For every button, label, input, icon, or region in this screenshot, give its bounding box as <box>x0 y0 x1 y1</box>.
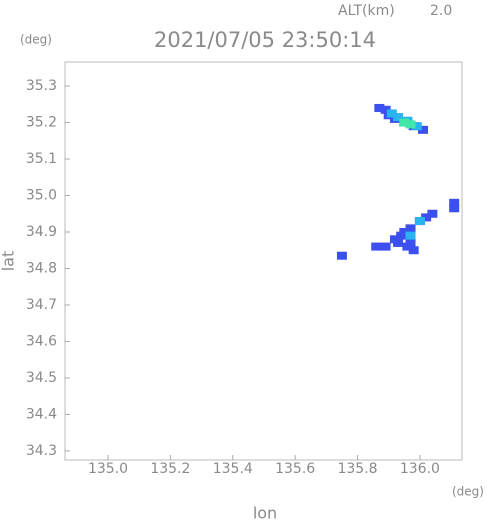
x-tick-label: 135.6 <box>275 461 315 477</box>
echo-cell <box>374 103 385 112</box>
y-tick-label: 35.1 <box>26 151 57 167</box>
echo-cell <box>371 242 382 251</box>
y-tick-label: 35.2 <box>26 115 57 131</box>
echo-cell <box>418 125 429 134</box>
y-axis-label: lat <box>0 251 18 272</box>
echo-cell <box>408 246 419 255</box>
echo-cell <box>411 122 422 131</box>
alt-value: 2.0 <box>430 3 452 19</box>
echo-cell <box>449 204 460 213</box>
echo-cell <box>421 213 432 222</box>
x-tick-label: 135.2 <box>150 461 190 477</box>
echo-cell <box>399 227 410 236</box>
y-tick-label: 35.3 <box>26 78 57 94</box>
x-tick-label: 135.0 <box>88 461 128 477</box>
echo-cell <box>399 118 410 127</box>
x-tick-label: 135.8 <box>337 461 377 477</box>
y-tick-label: 34.8 <box>26 260 57 276</box>
y-tick-label: 34.5 <box>26 370 57 386</box>
echo-cell <box>402 242 413 251</box>
y-tick-label: 34.3 <box>26 443 57 459</box>
plot-frame <box>64 61 463 461</box>
echo-cell <box>405 224 416 233</box>
alt-label: ALT(km) <box>338 3 395 19</box>
echo-cell <box>449 198 460 207</box>
echo-cell <box>405 231 416 240</box>
echo-cell <box>427 209 438 218</box>
x-tick-label: 135.4 <box>213 461 253 477</box>
echo-cell <box>414 217 425 226</box>
x-axis-label: lon <box>253 504 277 521</box>
echo-cell <box>380 105 391 114</box>
echo-cell <box>405 120 416 129</box>
x-tick-label: 136.0 <box>400 461 440 477</box>
chart-title: 2021/07/05 23:50:14 <box>154 28 376 52</box>
y-tick-label: 35.0 <box>26 188 57 204</box>
echo-cell <box>393 238 404 247</box>
y-tick-label: 34.7 <box>26 297 57 313</box>
echo-cell <box>386 109 397 118</box>
x-unit: (deg) <box>452 485 484 499</box>
echo-cell <box>393 113 404 122</box>
echo-cell <box>336 251 347 260</box>
y-tick-label: 34.4 <box>26 406 57 422</box>
y-tick-label: 34.9 <box>26 224 57 240</box>
y-unit: (deg) <box>20 33 52 47</box>
y-tick-label: 34.6 <box>26 333 57 349</box>
echo-cell <box>380 242 391 251</box>
